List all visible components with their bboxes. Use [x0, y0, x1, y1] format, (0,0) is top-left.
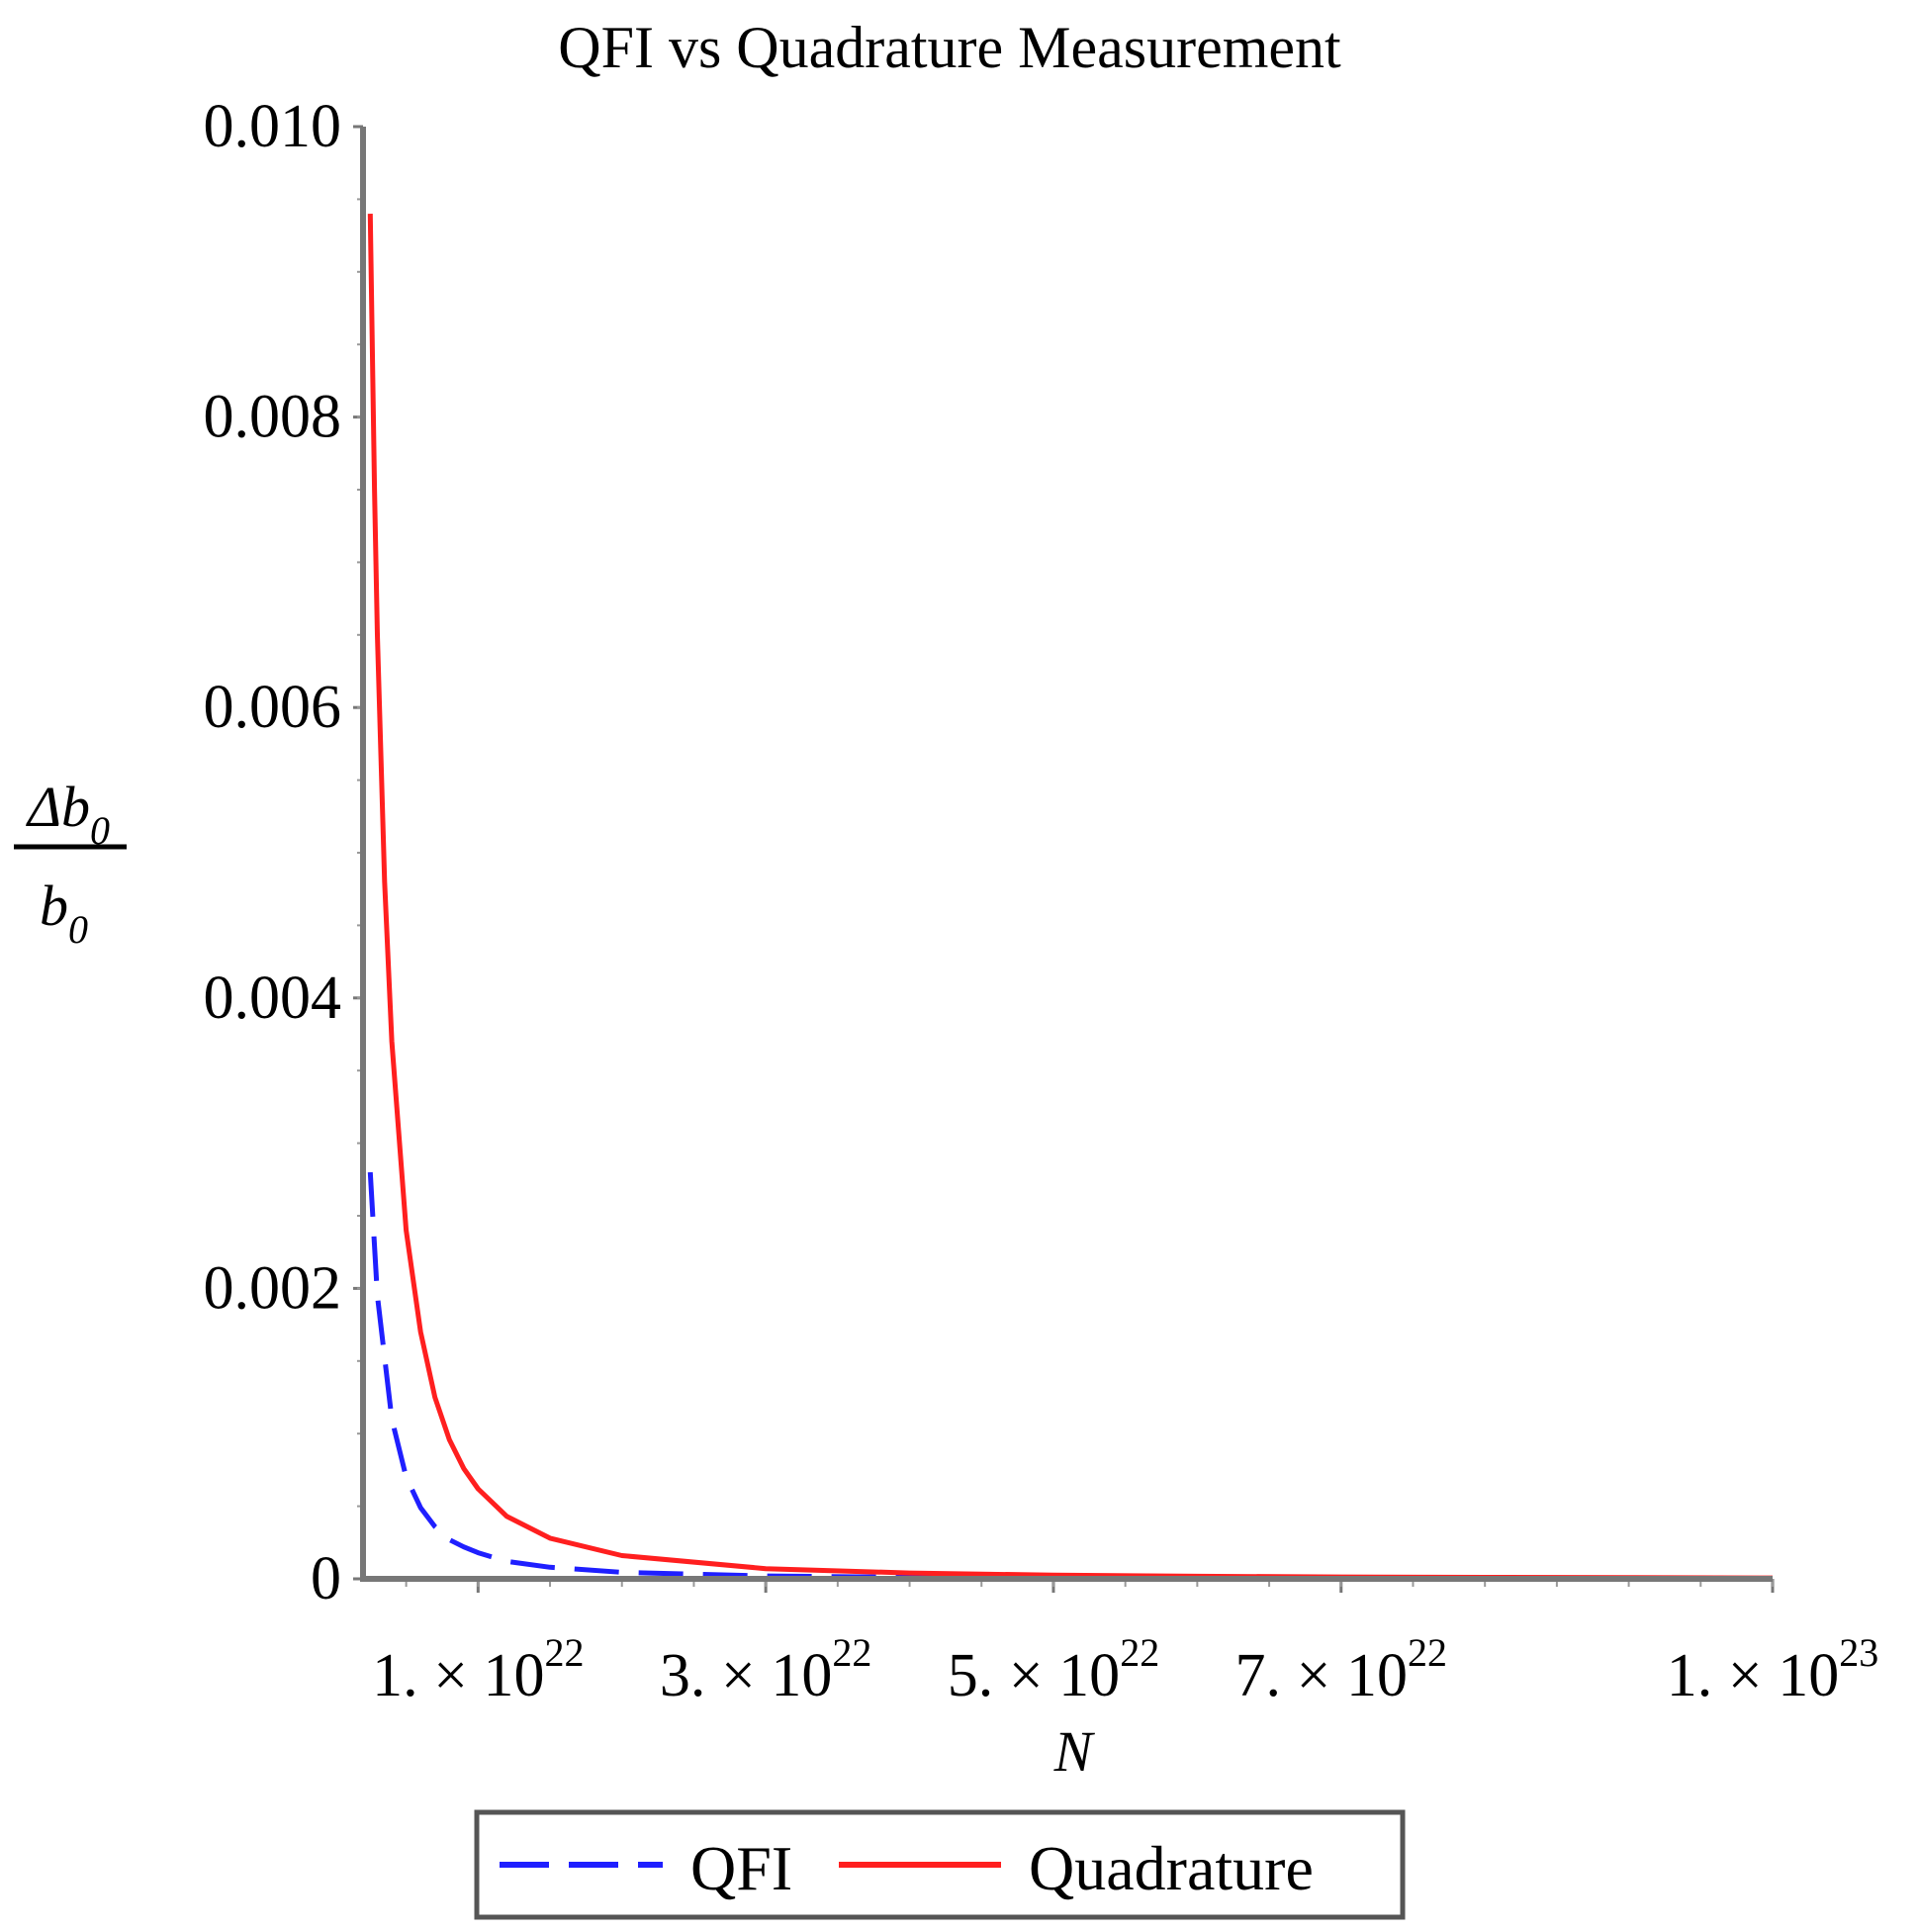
svg-text:b0: b0	[40, 874, 88, 952]
y-label-numerator: Δb	[26, 775, 90, 839]
chart-title: QFI vs Quadrature Measurement	[558, 15, 1341, 80]
y-tick-label: 0.004	[204, 965, 342, 1032]
plot-series	[367, 214, 1774, 1582]
x-tick-label: 5. × 1022	[948, 1630, 1159, 1709]
y-axis-ticks: 0 0.002 0.004 0.006 0.008 0.010	[204, 93, 363, 1612]
series-line-qfi	[367, 1171, 1773, 1582]
legend: QFI Quadrature	[474, 1809, 1406, 1920]
x-axis-ticks: 1. × 1022 3. × 1022 5. × 1022 7. × 1022 1. ×…	[372, 1579, 1878, 1709]
x-tick-label: 1. × 1023	[1667, 1630, 1878, 1709]
x-tick-label: 3. × 1022	[660, 1630, 871, 1709]
x-tick-label: 7. × 1022	[1235, 1630, 1447, 1709]
x-axis-label: N	[1053, 1719, 1096, 1784]
y-tick-label: 0.006	[204, 674, 342, 741]
series-line-quadrature	[367, 214, 1774, 1581]
y-label-denominator: b	[40, 874, 68, 938]
x-tick-label: 1. × 1022	[372, 1630, 584, 1709]
svg-text:Δb0: Δb0	[26, 775, 110, 853]
legend-label-quadrature: Quadrature	[1029, 1833, 1314, 1903]
legend-label-qfi: QFI	[690, 1833, 792, 1903]
y-tick-label: 0.002	[204, 1254, 342, 1322]
y-label-numerator-sub: 0	[90, 808, 110, 853]
y-axis-label: Δb0 b0	[14, 775, 127, 952]
y-tick-label: 0.010	[204, 93, 342, 160]
y-label-denominator-sub: 0	[68, 907, 88, 952]
y-tick-label: 0	[311, 1545, 341, 1612]
y-tick-label: 0.008	[204, 384, 342, 451]
